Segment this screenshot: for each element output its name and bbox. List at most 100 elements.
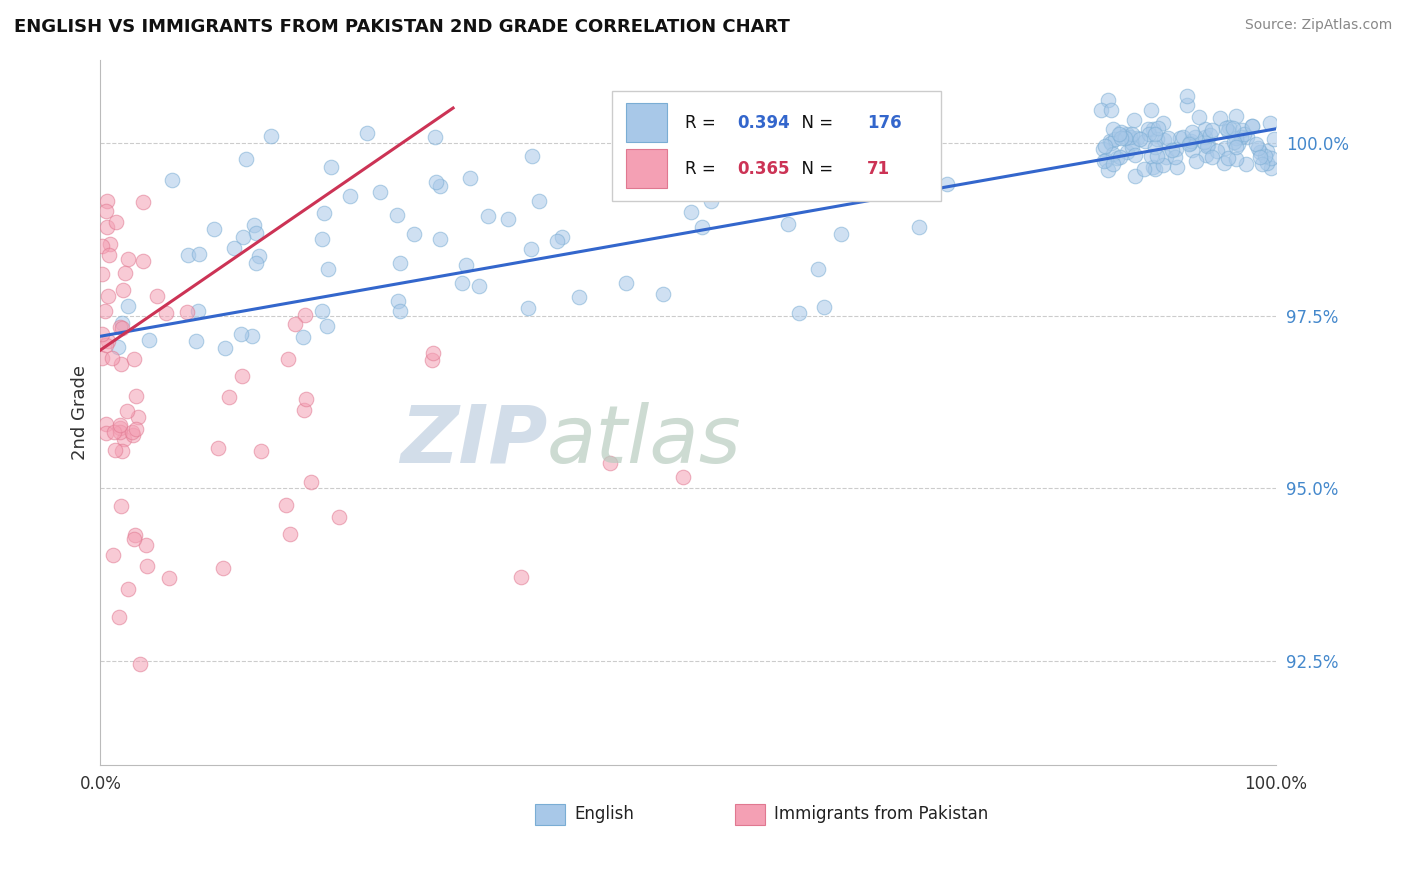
Point <box>1230 129 1253 144</box>
Point <box>231 368 253 383</box>
Point <box>356 126 378 140</box>
Point <box>1094 153 1116 167</box>
Point <box>787 306 810 320</box>
Point <box>98 236 121 251</box>
Point <box>1260 161 1282 175</box>
Point <box>468 279 491 293</box>
Point <box>235 153 257 167</box>
Point <box>387 293 409 308</box>
Point <box>1195 139 1218 153</box>
Point <box>90 351 112 365</box>
Point <box>429 232 451 246</box>
Point <box>477 209 499 223</box>
Point <box>1143 162 1166 177</box>
Point <box>1137 127 1160 141</box>
Point <box>135 538 157 552</box>
Point <box>1164 150 1187 164</box>
Point <box>460 170 482 185</box>
Point <box>108 421 131 435</box>
Point <box>90 326 112 341</box>
Point <box>1142 160 1164 174</box>
Text: ZIP: ZIP <box>399 401 547 480</box>
Point <box>1218 120 1240 134</box>
Point <box>1256 145 1278 159</box>
Point <box>1194 129 1216 144</box>
Point <box>1194 121 1216 136</box>
Bar <box>626 103 666 142</box>
Point <box>245 226 267 240</box>
Point <box>830 227 852 242</box>
Point <box>314 206 336 220</box>
Point <box>1092 142 1115 156</box>
Point <box>311 304 333 318</box>
Point <box>96 417 118 431</box>
Point <box>1249 150 1271 164</box>
Point <box>1227 136 1250 151</box>
Point <box>105 215 128 229</box>
Point <box>1146 132 1168 146</box>
Point <box>1109 131 1132 145</box>
Point <box>1244 136 1267 151</box>
Point <box>311 232 333 246</box>
Point <box>1136 122 1159 136</box>
Point <box>368 185 391 199</box>
Point <box>747 167 769 181</box>
Point <box>529 194 551 208</box>
Point <box>1109 150 1132 164</box>
Point <box>101 549 124 563</box>
Point <box>294 403 316 417</box>
Point <box>1126 131 1149 145</box>
Point <box>520 149 543 163</box>
Point <box>550 230 572 244</box>
Bar <box>536 804 565 825</box>
Point <box>299 475 322 490</box>
Point <box>1109 125 1132 139</box>
Point <box>672 470 695 484</box>
Point <box>260 128 283 143</box>
Point <box>135 559 157 574</box>
Point <box>1240 119 1263 133</box>
Point <box>568 290 591 304</box>
Bar <box>626 149 666 188</box>
Point <box>1232 128 1254 142</box>
Point <box>274 498 297 512</box>
Point <box>1161 144 1184 158</box>
Point <box>778 217 800 231</box>
Point <box>207 441 229 455</box>
Point <box>125 422 148 436</box>
Point <box>517 301 540 315</box>
Point <box>107 340 129 354</box>
Point <box>1180 136 1202 150</box>
Point <box>1166 160 1188 174</box>
Point <box>422 346 444 360</box>
Point <box>115 403 138 417</box>
Y-axis label: 2nd Grade: 2nd Grade <box>72 365 89 460</box>
Point <box>110 357 132 371</box>
Point <box>204 221 226 235</box>
Point <box>122 351 145 366</box>
Point <box>699 194 721 209</box>
Point <box>1209 112 1232 126</box>
Point <box>117 582 139 597</box>
Point <box>1175 88 1198 103</box>
Point <box>187 304 209 318</box>
Point <box>131 194 153 209</box>
Point <box>1097 93 1119 107</box>
Point <box>1114 131 1136 145</box>
Point <box>160 173 183 187</box>
Point <box>124 533 146 547</box>
Point <box>292 330 315 344</box>
Text: N =: N = <box>790 114 838 132</box>
Point <box>97 288 120 302</box>
Text: English: English <box>574 805 634 823</box>
Point <box>1121 136 1143 150</box>
Point <box>1114 128 1136 143</box>
Point <box>214 341 236 355</box>
Point <box>807 262 830 277</box>
Point <box>127 410 149 425</box>
Point <box>1119 130 1142 145</box>
Point <box>103 425 125 440</box>
Point <box>187 246 209 260</box>
Point <box>1225 153 1247 167</box>
Point <box>277 352 299 367</box>
